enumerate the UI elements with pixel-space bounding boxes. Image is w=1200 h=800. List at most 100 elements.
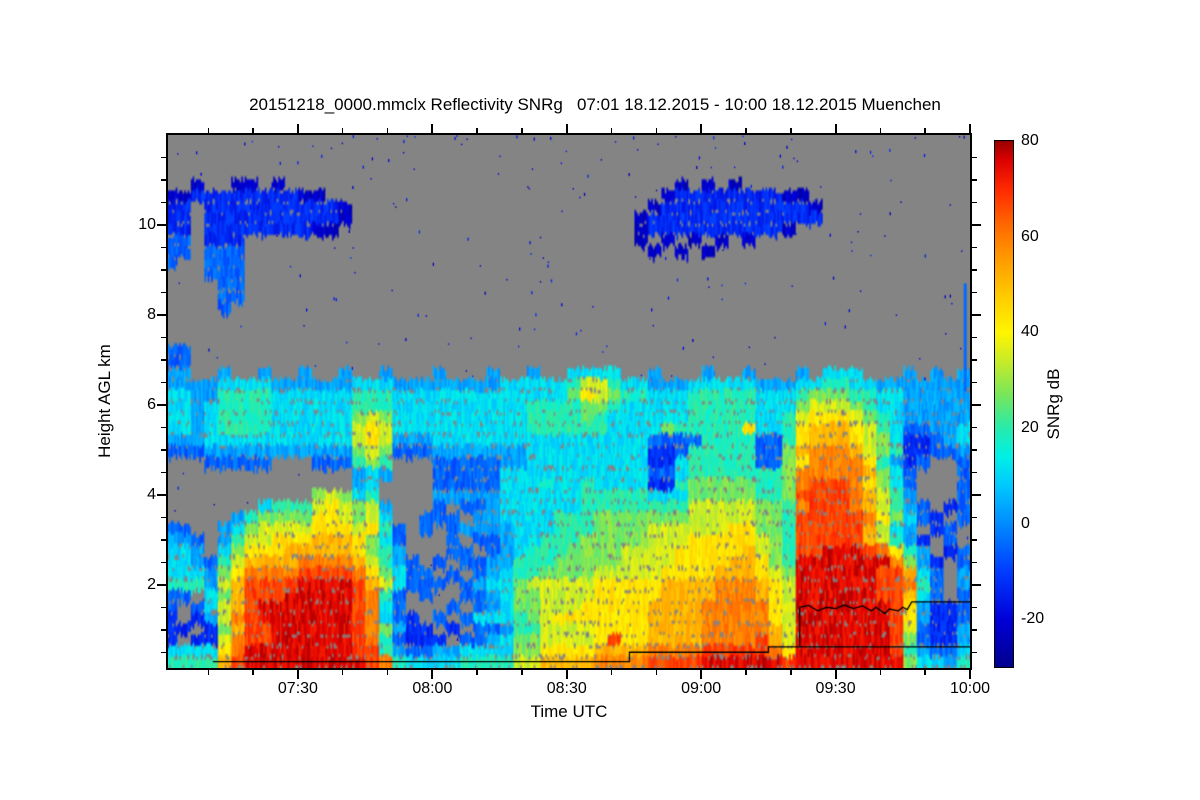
y-axis-right-tick <box>972 516 977 519</box>
y-axis-tick <box>157 403 166 406</box>
x-axis-tick-label: 08:30 <box>546 680 587 697</box>
y-axis-right-tick <box>972 583 981 586</box>
x-axis-tick <box>834 670 837 679</box>
colorbar-tick-label: 20 <box>1021 418 1039 436</box>
x-axis-top-tick <box>296 124 299 133</box>
colorbar-tick-label: 40 <box>1021 323 1039 341</box>
x-axis-tick <box>521 670 523 675</box>
y-axis-tick <box>161 381 166 384</box>
heatmap-canvas <box>168 135 970 668</box>
x-axis-tick <box>565 670 568 679</box>
y-axis-tick <box>161 651 166 653</box>
x-axis-tick <box>431 670 434 679</box>
x-axis-tick <box>924 670 926 675</box>
colorbar-tick-label: -20 <box>1021 610 1045 628</box>
x-axis-top-tick <box>476 128 478 133</box>
y-axis-tick <box>161 359 166 361</box>
y-axis-right-tick <box>972 156 977 159</box>
colorbar-label: SNRg dB <box>1044 368 1063 440</box>
x-axis-top-tick <box>969 124 971 133</box>
y-axis-right-tick <box>972 246 977 249</box>
y-axis-tick <box>161 606 166 609</box>
x-axis-top-tick <box>565 124 568 133</box>
y-axis-right-tick <box>972 223 981 226</box>
x-axis-tick <box>969 670 971 679</box>
y-axis-label: Height AGL km <box>95 344 114 458</box>
y-axis-right-tick <box>972 403 981 406</box>
y-axis-right-tick <box>972 539 977 541</box>
y-axis-right-tick <box>972 269 977 271</box>
x-axis-top-tick <box>745 128 747 133</box>
y-axis-right-tick <box>972 651 977 653</box>
x-axis-tick-label: 10:00 <box>949 680 991 697</box>
x-axis-top-tick <box>700 124 703 133</box>
x-axis-tick <box>790 670 792 675</box>
y-axis-tick <box>161 426 166 429</box>
x-axis-top-tick <box>252 128 254 133</box>
x-axis-tick-label: 09:00 <box>681 680 722 697</box>
y-axis-tick <box>161 471 166 474</box>
y-axis-tick <box>161 246 166 249</box>
y-axis-right-tick <box>972 336 977 339</box>
y-axis-right-tick <box>972 201 977 204</box>
x-axis-top-tick <box>924 128 926 133</box>
x-axis-top-tick <box>790 128 792 133</box>
y-axis-right-tick <box>972 426 977 429</box>
y-axis-tick <box>161 269 166 271</box>
y-axis-right-tick <box>972 561 977 564</box>
y-axis-tick <box>157 313 166 316</box>
y-axis-tick <box>157 583 166 586</box>
x-axis-top-tick <box>341 128 344 133</box>
x-axis-tick <box>610 670 613 675</box>
y-axis-tick <box>161 449 166 451</box>
x-axis-tick-label: 09:30 <box>815 680 856 697</box>
y-axis-right-tick <box>972 449 977 451</box>
y-axis-right-tick <box>972 381 977 384</box>
x-axis-top-tick <box>610 128 613 133</box>
x-axis-top-tick <box>879 128 882 133</box>
colorbar-tick-label: 80 <box>1021 132 1039 149</box>
y-axis-tick-label: 10 <box>138 215 156 233</box>
y-axis-tick <box>161 336 166 339</box>
y-axis-right-tick <box>972 179 977 181</box>
y-axis-tick-label: 2 <box>147 575 156 593</box>
plot-title: 20151218_0000.mmclx Reflectivity SNRg 07… <box>249 95 941 114</box>
y-axis-tick-label: 4 <box>147 485 156 503</box>
y-axis-right-tick <box>972 291 977 294</box>
x-axis-top-tick <box>655 128 658 133</box>
x-axis-tick <box>207 670 210 675</box>
colorbar-tick-label: 60 <box>1021 227 1039 245</box>
x-axis-tick <box>745 670 747 675</box>
y-axis-tick <box>157 223 166 226</box>
colorbar-gradient <box>994 140 1014 668</box>
y-axis-tick <box>157 493 166 496</box>
x-axis-top-tick <box>834 124 837 133</box>
y-axis-right-tick <box>972 313 981 316</box>
y-axis-tick <box>161 516 166 519</box>
y-axis-tick <box>161 179 166 181</box>
x-axis-top-tick <box>386 128 389 133</box>
x-axis-tick <box>476 670 478 675</box>
y-axis-tick <box>161 291 166 294</box>
x-axis-tick <box>700 670 703 679</box>
y-axis-tick <box>161 156 166 159</box>
y-axis-right-tick <box>972 471 977 474</box>
x-axis-top-tick <box>207 128 210 133</box>
x-axis-tick <box>296 670 299 679</box>
y-axis-tick <box>161 561 166 564</box>
x-axis-tick <box>252 670 254 675</box>
x-axis-tick-label: 08:00 <box>412 680 453 697</box>
y-axis-right-tick <box>972 606 977 609</box>
x-axis-tick <box>386 670 389 675</box>
y-axis-right-tick <box>972 493 981 496</box>
colorbar-tick-label: 0 <box>1021 514 1030 532</box>
x-axis-tick <box>341 670 344 675</box>
x-axis-top-tick <box>431 124 434 133</box>
y-axis-tick <box>161 201 166 204</box>
x-axis-tick-label: 07:30 <box>277 680 318 697</box>
x-axis-tick <box>879 670 882 675</box>
y-axis-tick-label: 8 <box>147 305 156 323</box>
y-axis-tick <box>161 539 166 541</box>
y-axis-right-tick <box>972 629 977 631</box>
